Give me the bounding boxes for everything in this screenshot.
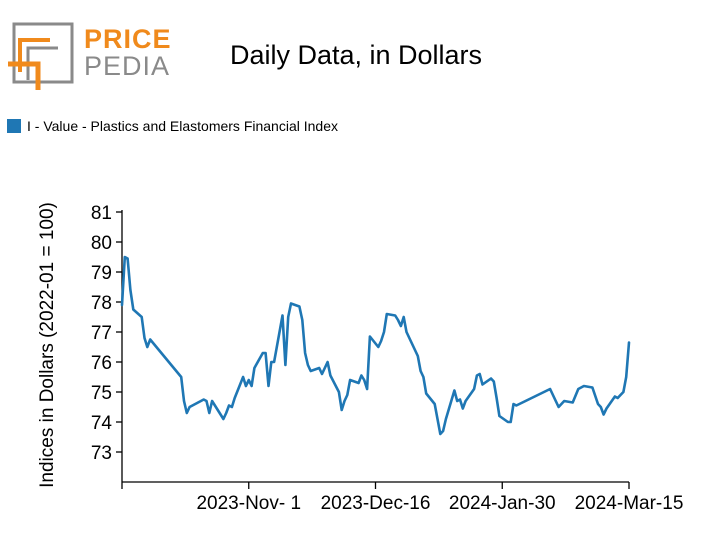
- logo-text-price: PRICE: [84, 24, 172, 54]
- legend-label: I - Value - Plastics and Elastomers Fina…: [27, 118, 338, 134]
- y-tick-label: 75: [91, 383, 112, 404]
- series-group: [120, 255, 631, 436]
- y-tick-label: 78: [91, 293, 112, 314]
- x-tick-label: 2024-Mar-15: [575, 493, 684, 514]
- x-tick-label: 2024-Jan-30: [449, 493, 556, 514]
- pricepedia-logo-mark: [8, 22, 74, 90]
- series-line: [120, 255, 631, 436]
- x-tick-label: 2023-Dec-16: [321, 493, 431, 514]
- y-tick-label: 80: [91, 233, 112, 254]
- chart-title: Daily Data, in Dollars: [229, 40, 483, 70]
- legend-swatch: [7, 119, 21, 133]
- y-tick-label: 81: [91, 203, 112, 224]
- y-axis-label: Indices in Dollars (2022-01 = 100): [37, 202, 58, 488]
- y-tick-label: 74: [91, 413, 113, 434]
- y-axis: 73 74 75 76 77 78 79 80 81: [91, 203, 123, 482]
- y-tick-label: 76: [91, 353, 112, 374]
- pricepedia-logo: PRICE PEDIA: [6, 22, 171, 92]
- legend[interactable]: I - Value - Plastics and Elastomers Fina…: [7, 118, 338, 134]
- y-tick-label: 77: [91, 323, 112, 344]
- x-tick-label: 2023-Nov- 1: [196, 493, 301, 514]
- y-tick-label: 73: [91, 443, 112, 464]
- y-tick-label: 79: [91, 263, 112, 284]
- x-axis: 2023-Nov- 1 2023-Dec-16 2024-Jan-30 2024-Ma…: [121, 481, 684, 514]
- logo-text-pedia: PEDIA: [84, 51, 171, 81]
